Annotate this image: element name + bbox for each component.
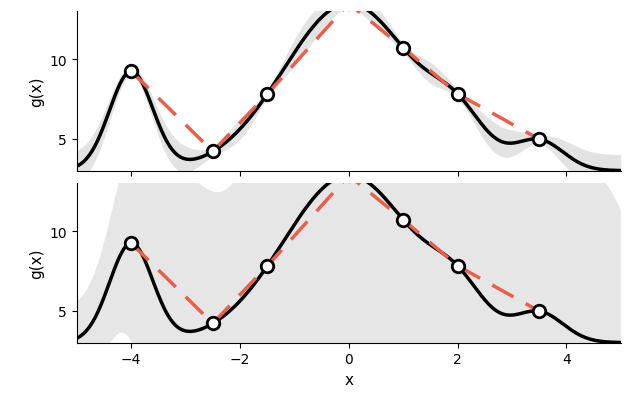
Y-axis label: g(x): g(x) (29, 76, 44, 107)
Y-axis label: g(x): g(x) (29, 248, 44, 279)
X-axis label: x: x (344, 372, 353, 387)
